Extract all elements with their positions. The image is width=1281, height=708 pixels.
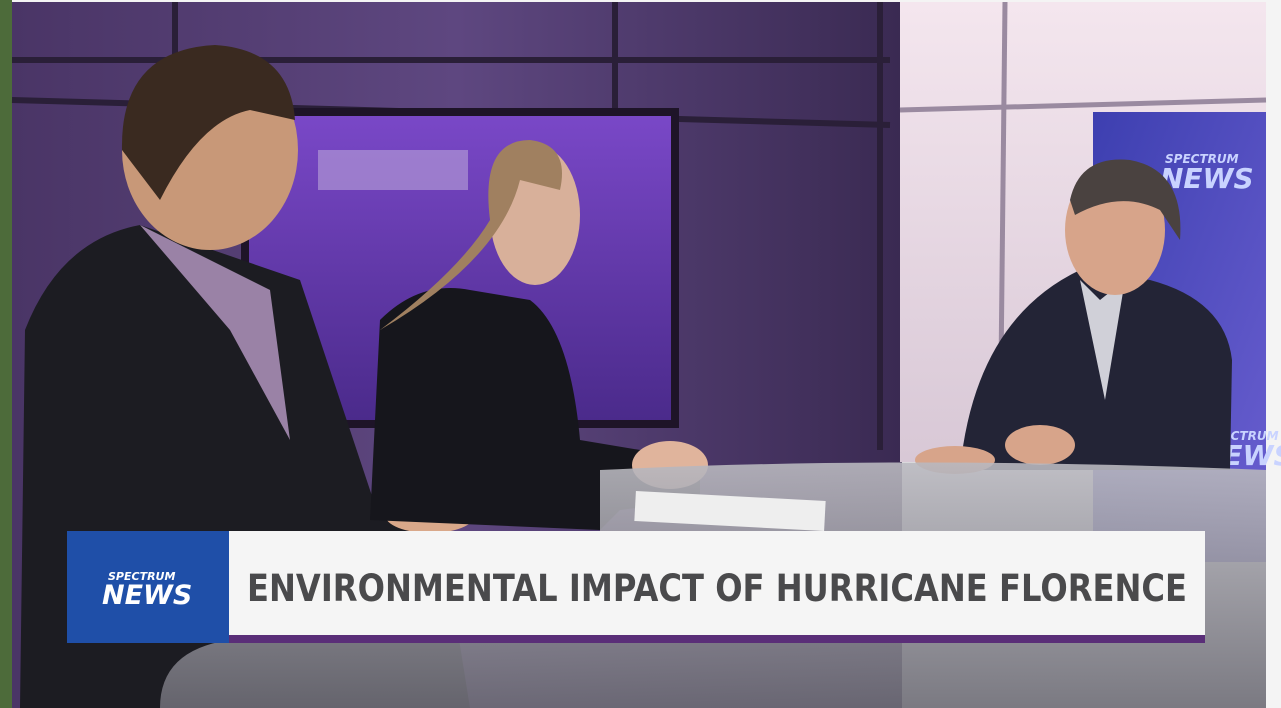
right-margin [1266, 0, 1281, 708]
left-strip [0, 0, 12, 708]
monitor-building [318, 150, 468, 190]
wall-logo-bottom: NEWS [1160, 162, 1254, 195]
page: SPECTRUM NEWS SPECTRUM NEWS SPECTRUM NEW… [0, 0, 1281, 708]
headline: ENVIRONMENTAL IMPACT OF HURRICANE FLOREN… [247, 567, 1187, 610]
headline-underline [229, 635, 1205, 643]
video-frame: SPECTRUM NEWS SPECTRUM NEWS SPECTRUM NEW… [0, 0, 1281, 708]
logo-line2: NEWS [102, 580, 192, 611]
